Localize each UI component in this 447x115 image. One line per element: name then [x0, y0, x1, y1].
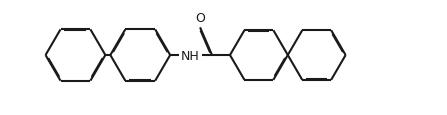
Text: NH: NH — [181, 49, 199, 62]
Text: O: O — [195, 12, 205, 25]
